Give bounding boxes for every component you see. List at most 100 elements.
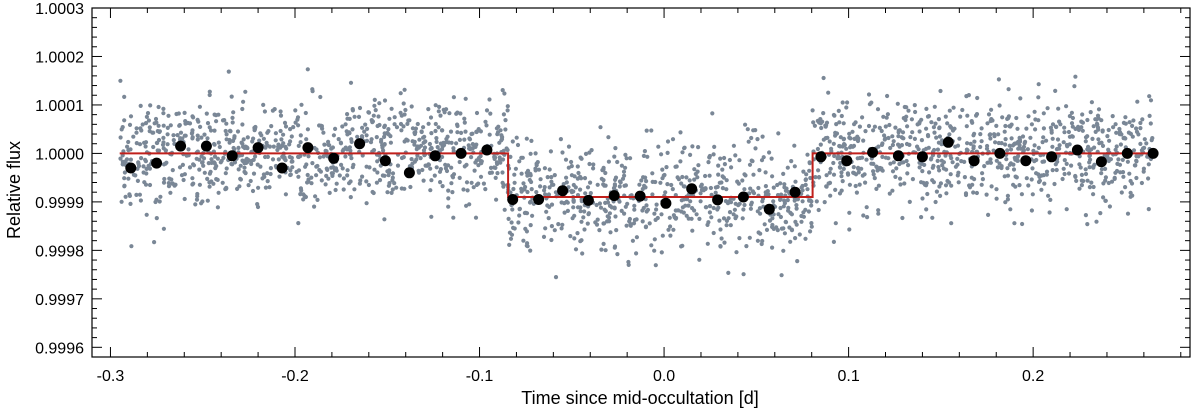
raw-point <box>860 155 865 160</box>
raw-point <box>915 144 920 149</box>
raw-point <box>327 143 332 148</box>
raw-point <box>720 167 725 172</box>
raw-point <box>817 175 822 180</box>
raw-point <box>890 142 896 148</box>
raw-point <box>474 129 480 134</box>
raw-point <box>558 137 564 142</box>
raw-point <box>579 156 584 161</box>
raw-point <box>964 124 969 129</box>
raw-point <box>855 156 860 161</box>
binned-point <box>1020 155 1032 167</box>
raw-point <box>1018 96 1023 101</box>
raw-point <box>931 163 936 168</box>
raw-point <box>727 157 733 163</box>
raw-point <box>930 215 935 220</box>
raw-point <box>449 181 454 186</box>
raw-point <box>510 225 516 230</box>
raw-point <box>924 126 929 131</box>
raw-point <box>641 153 647 158</box>
raw-point <box>559 200 564 205</box>
x-tick-label: -0.1 <box>466 368 494 385</box>
raw-point <box>762 222 767 227</box>
raw-point <box>517 213 522 218</box>
raw-point <box>601 178 606 183</box>
raw-point <box>502 91 507 96</box>
raw-point <box>375 159 380 164</box>
raw-point <box>898 182 903 187</box>
raw-point <box>972 131 977 136</box>
raw-point <box>807 168 812 173</box>
raw-point <box>652 237 657 242</box>
raw-point <box>224 185 229 190</box>
raw-point <box>649 128 654 133</box>
raw-point <box>932 147 937 153</box>
raw-point <box>366 110 371 115</box>
raw-point <box>782 198 787 203</box>
raw-point <box>355 134 360 139</box>
raw-point <box>759 241 764 247</box>
raw-point <box>844 105 849 110</box>
raw-point <box>123 194 128 199</box>
raw-point <box>910 177 916 182</box>
raw-point <box>504 146 509 151</box>
raw-point <box>1120 157 1125 162</box>
raw-point <box>786 208 791 213</box>
raw-point <box>974 190 980 196</box>
raw-point <box>377 178 383 183</box>
binned-point <box>737 191 749 203</box>
raw-point <box>839 174 844 179</box>
raw-point <box>601 182 606 187</box>
binned-point <box>968 155 980 167</box>
raw-point <box>953 144 958 149</box>
raw-point <box>985 121 990 126</box>
raw-point <box>573 247 579 252</box>
raw-point <box>1048 197 1053 202</box>
raw-point <box>836 108 841 113</box>
raw-point <box>912 136 918 141</box>
raw-point <box>371 148 377 153</box>
raw-point <box>805 152 810 157</box>
raw-point <box>1050 136 1055 141</box>
raw-point <box>903 117 908 123</box>
raw-point <box>586 212 591 217</box>
raw-point <box>588 191 593 196</box>
raw-point <box>936 153 942 159</box>
raw-point <box>980 171 985 176</box>
raw-point <box>265 171 270 176</box>
raw-point <box>681 210 686 215</box>
raw-point <box>1083 139 1088 144</box>
raw-point <box>141 170 146 175</box>
raw-point <box>1061 140 1066 145</box>
raw-point <box>632 203 637 208</box>
raw-point <box>711 205 716 211</box>
raw-point <box>299 102 304 107</box>
raw-point <box>1026 114 1031 119</box>
raw-point <box>528 248 533 253</box>
raw-point <box>837 120 842 125</box>
raw-point <box>240 106 245 112</box>
raw-point <box>197 167 202 172</box>
raw-point <box>232 134 237 139</box>
raw-point <box>1053 162 1058 167</box>
raw-point <box>556 222 561 227</box>
raw-point <box>471 185 476 190</box>
raw-point <box>793 236 798 241</box>
raw-point <box>135 178 140 183</box>
raw-point <box>426 162 431 167</box>
raw-point <box>498 160 503 165</box>
raw-point <box>781 171 786 176</box>
raw-point <box>163 148 168 153</box>
raw-point <box>454 111 459 116</box>
raw-point <box>1113 147 1118 152</box>
raw-point <box>231 138 236 143</box>
raw-point <box>1050 122 1056 127</box>
raw-point <box>617 199 622 204</box>
raw-point <box>168 123 173 128</box>
raw-point <box>839 113 844 119</box>
raw-point <box>722 240 727 245</box>
raw-point <box>516 220 521 225</box>
raw-point <box>742 202 747 208</box>
raw-point <box>281 141 286 146</box>
raw-point <box>1070 124 1075 129</box>
raw-point <box>145 111 151 116</box>
